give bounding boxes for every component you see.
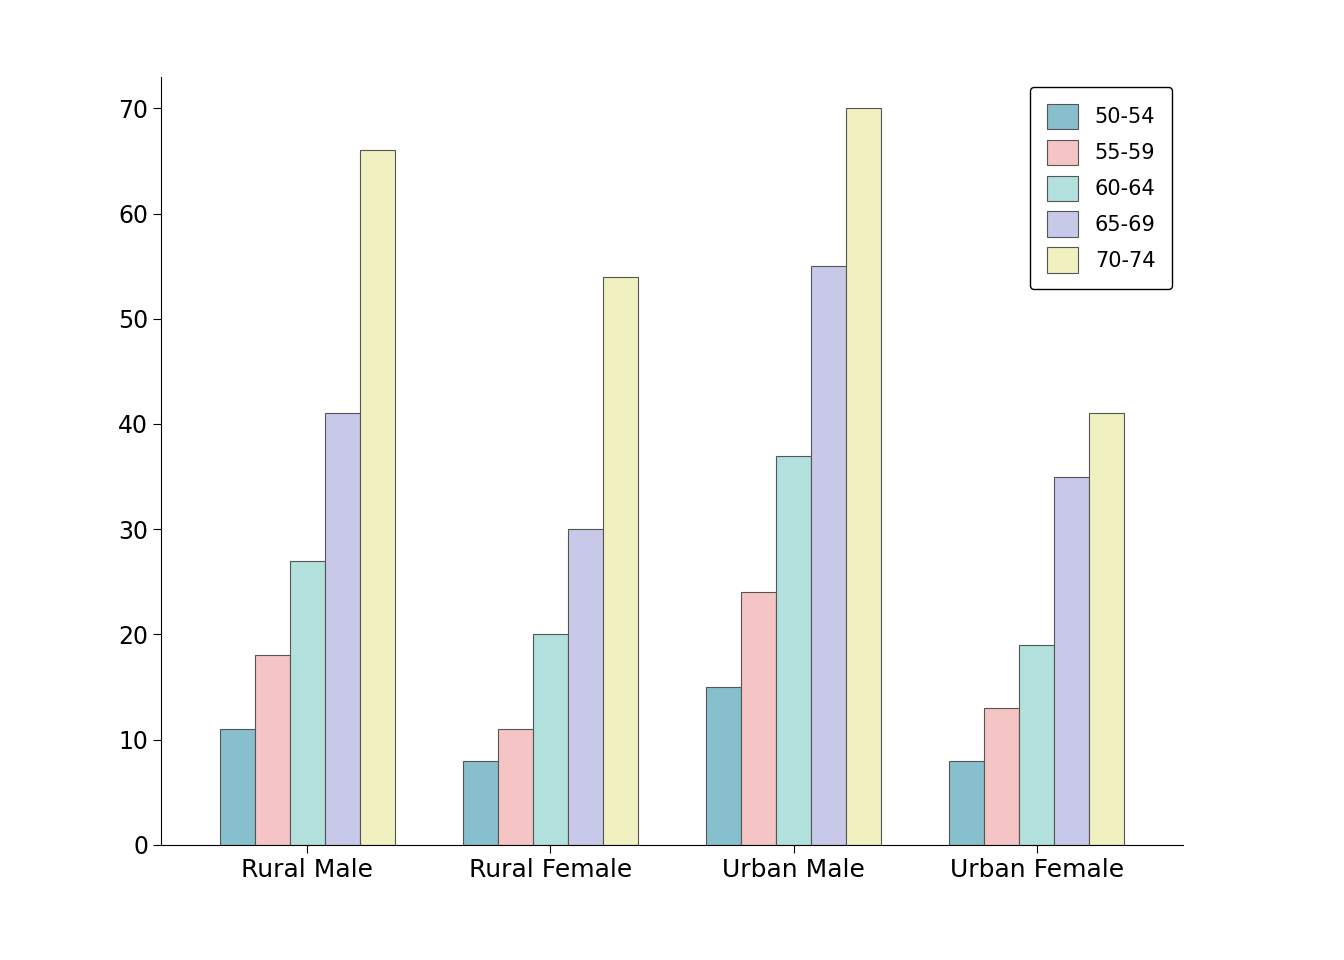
Bar	[1019, 645, 1054, 845]
Bar	[741, 592, 775, 845]
Bar	[706, 687, 741, 845]
Bar	[775, 456, 812, 845]
Bar	[1054, 476, 1090, 845]
Bar	[254, 656, 290, 845]
Bar	[847, 108, 882, 845]
Bar	[219, 729, 254, 845]
Bar	[812, 266, 847, 845]
Bar	[532, 635, 569, 845]
Bar	[603, 276, 638, 845]
Bar	[497, 729, 532, 845]
Bar	[569, 529, 603, 845]
Bar	[290, 561, 325, 845]
Bar	[360, 151, 395, 845]
Bar	[984, 708, 1019, 845]
Bar	[462, 760, 497, 845]
Legend: 50-54, 55-59, 60-64, 65-69, 70-74: 50-54, 55-59, 60-64, 65-69, 70-74	[1031, 87, 1172, 289]
Bar	[1090, 414, 1125, 845]
Bar	[325, 414, 360, 845]
Bar	[949, 760, 984, 845]
